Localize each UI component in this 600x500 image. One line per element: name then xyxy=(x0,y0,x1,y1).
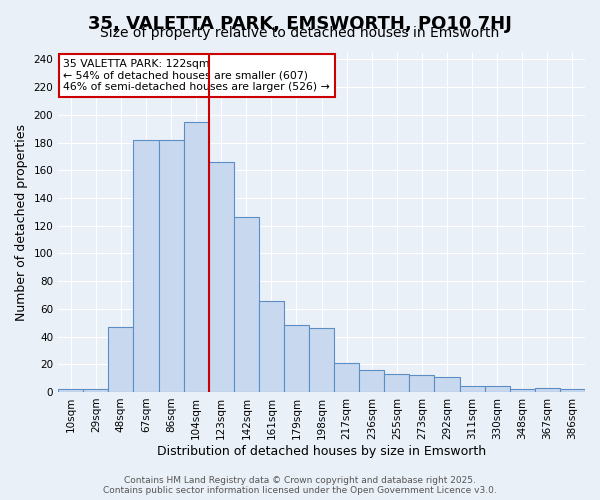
Bar xyxy=(560,389,585,392)
Bar xyxy=(460,386,485,392)
Y-axis label: Number of detached properties: Number of detached properties xyxy=(15,124,28,320)
Bar xyxy=(259,300,284,392)
Bar xyxy=(334,363,359,392)
Text: Size of property relative to detached houses in Emsworth: Size of property relative to detached ho… xyxy=(100,26,500,40)
Bar xyxy=(209,162,234,392)
Bar xyxy=(158,140,184,392)
X-axis label: Distribution of detached houses by size in Emsworth: Distribution of detached houses by size … xyxy=(157,444,486,458)
Bar xyxy=(109,327,133,392)
Bar xyxy=(309,328,334,392)
Text: Contains HM Land Registry data © Crown copyright and database right 2025.
Contai: Contains HM Land Registry data © Crown c… xyxy=(103,476,497,495)
Bar xyxy=(284,326,309,392)
Bar xyxy=(359,370,385,392)
Bar xyxy=(385,374,409,392)
Bar xyxy=(58,389,83,392)
Bar xyxy=(510,389,535,392)
Bar xyxy=(133,140,158,392)
Bar xyxy=(535,388,560,392)
Bar xyxy=(434,376,460,392)
Bar xyxy=(83,389,109,392)
Bar xyxy=(234,218,259,392)
Bar xyxy=(485,386,510,392)
Bar xyxy=(409,376,434,392)
Text: 35 VALETTA PARK: 122sqm
← 54% of detached houses are smaller (607)
46% of semi-d: 35 VALETTA PARK: 122sqm ← 54% of detache… xyxy=(64,60,330,92)
Text: 35, VALETTA PARK, EMSWORTH, PO10 7HJ: 35, VALETTA PARK, EMSWORTH, PO10 7HJ xyxy=(88,15,512,33)
Bar xyxy=(184,122,209,392)
